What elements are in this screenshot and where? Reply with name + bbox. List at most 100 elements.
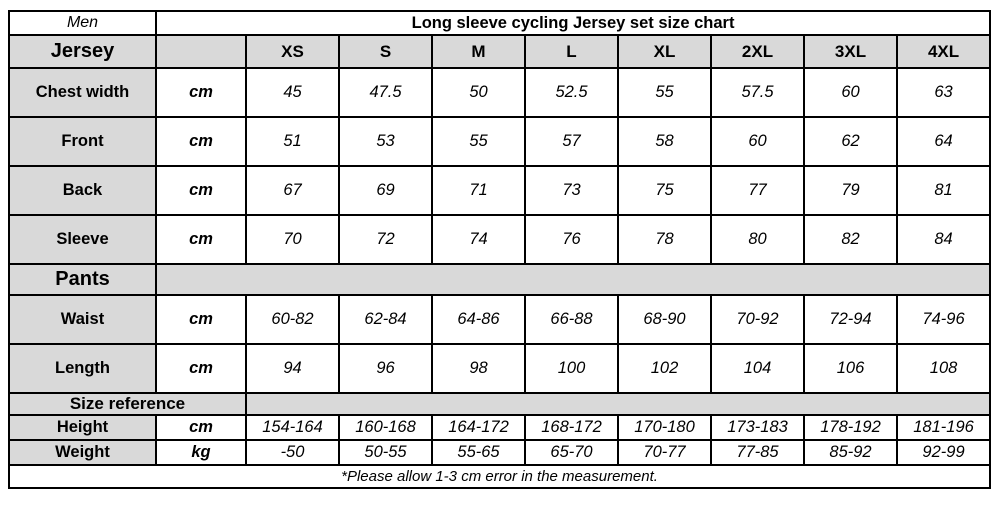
value-cell: 51 [245, 116, 340, 167]
value-cell: 70-77 [617, 439, 712, 466]
row-label: Front [8, 116, 157, 167]
row-label: Back [8, 165, 157, 216]
title-row: Men Long sleeve cycling Jersey set size c… [8, 10, 992, 36]
value-cell: 60 [710, 116, 805, 167]
value-cell: 55 [617, 67, 712, 118]
size-column-header: 3XL [803, 34, 898, 69]
value-cell: 66-88 [524, 294, 619, 345]
value-cell: 50 [431, 67, 526, 118]
unit-cell: cm [155, 343, 247, 394]
value-cell: 84 [895, 214, 992, 265]
size-chart-container: Men Long sleeve cycling Jersey set size c… [7, 10, 992, 489]
value-cell: 102 [617, 343, 712, 394]
unit-cell: cm [155, 414, 247, 441]
value-cell: 74-96 [895, 294, 992, 345]
table-row: Sleeve cm 70 72 74 76 78 80 82 84 [8, 214, 992, 265]
chart-title: Long sleeve cycling Jersey set size char… [154, 10, 992, 36]
value-cell: 57.5 [710, 67, 805, 118]
value-cell: 173-183 [710, 414, 805, 441]
value-cell: 64-86 [431, 294, 526, 345]
value-cell: 64 [895, 116, 992, 167]
value-cell: 50-55 [338, 439, 433, 466]
value-cell: 53 [338, 116, 433, 167]
value-cell: 154-164 [245, 414, 340, 441]
value-cell: 104 [710, 343, 805, 394]
table-row: Height cm 154-164 160-168 164-172 168-172 170-… [8, 414, 992, 441]
value-cell: 181-196 [895, 414, 992, 441]
value-cell: 81 [895, 165, 992, 216]
value-cell: 82 [803, 214, 898, 265]
pants-section-band [154, 263, 992, 296]
size-column-header: 2XL [710, 34, 805, 69]
value-cell: 178-192 [803, 414, 898, 441]
table-row: Length cm 94 96 98 100 102 104 106 108 [8, 343, 992, 394]
section-label-jersey: Jersey [8, 34, 157, 69]
table-row: Chest width cm 45 47.5 50 52.5 55 57.5 60 63 [8, 67, 992, 118]
value-cell: 168-172 [524, 414, 619, 441]
value-cell: 72-94 [803, 294, 898, 345]
value-cell: 55 [431, 116, 526, 167]
value-cell: 100 [524, 343, 619, 394]
value-cell: 63 [895, 67, 992, 118]
size-column-header: XS [245, 34, 340, 69]
row-label: Chest width [8, 67, 157, 118]
value-cell: 106 [803, 343, 898, 394]
table-row: Front cm 51 53 55 57 58 60 62 64 [8, 116, 992, 167]
size-reference-band [244, 392, 992, 416]
value-cell: 67 [245, 165, 340, 216]
value-cell: 78 [617, 214, 712, 265]
unit-cell: cm [155, 116, 247, 167]
value-cell: 52.5 [524, 67, 619, 118]
value-cell: 92-99 [895, 439, 992, 466]
value-cell: 47.5 [338, 67, 433, 118]
size-column-header: 4XL [895, 34, 992, 69]
value-cell: 108 [895, 343, 992, 394]
row-label: Sleeve [8, 214, 157, 265]
value-cell: -50 [245, 439, 340, 466]
footnote: *Please allow 1-3 cm error in the measur… [7, 464, 992, 489]
value-cell: 57 [524, 116, 619, 167]
value-cell: 170-180 [617, 414, 712, 441]
unit-cell: cm [155, 214, 247, 265]
value-cell: 62 [803, 116, 898, 167]
value-cell: 75 [617, 165, 712, 216]
size-column-header: XL [617, 34, 712, 69]
value-cell: 60-82 [245, 294, 340, 345]
value-cell: 73 [524, 165, 619, 216]
value-cell: 69 [338, 165, 433, 216]
section-label-pants: Pants [8, 263, 157, 296]
table-row: Weight kg -50 50-55 55-65 65-70 70-77 77-85 85-9… [8, 439, 992, 466]
size-header-row: Jersey XS S M L XL 2XL 3XL 4XL [8, 34, 992, 69]
value-cell: 160-168 [338, 414, 433, 441]
size-header-blank-cell [155, 34, 247, 69]
unit-cell: kg [155, 439, 247, 466]
size-column-header: L [524, 34, 619, 69]
value-cell: 45 [245, 67, 340, 118]
value-cell: 62-84 [338, 294, 433, 345]
size-column-header: M [431, 34, 526, 69]
row-label: Waist [8, 294, 157, 345]
value-cell: 70-92 [710, 294, 805, 345]
size-reference-section-row: Size reference [8, 392, 992, 416]
value-cell: 71 [431, 165, 526, 216]
size-chart-body: Men Long sleeve cycling Jersey set size c… [7, 10, 992, 489]
value-cell: 77 [710, 165, 805, 216]
row-label: Height [8, 414, 157, 441]
value-cell: 58 [617, 116, 712, 167]
table-row: Waist cm 60-82 62-84 64-86 66-88 68-90 70-92 72-… [8, 294, 992, 345]
value-cell: 96 [338, 343, 433, 394]
footnote-row: *Please allow 1-3 cm error in the measur… [7, 464, 992, 489]
unit-cell: cm [155, 165, 247, 216]
value-cell: 74 [431, 214, 526, 265]
value-cell: 77-85 [710, 439, 805, 466]
value-cell: 85-92 [803, 439, 898, 466]
value-cell: 98 [431, 343, 526, 394]
size-column-header: S [338, 34, 433, 69]
value-cell: 80 [710, 214, 805, 265]
row-label: Length [8, 343, 157, 394]
value-cell: 68-90 [617, 294, 712, 345]
unit-cell: cm [155, 67, 247, 118]
value-cell: 79 [803, 165, 898, 216]
corner-label: Men [8, 10, 157, 36]
value-cell: 60 [803, 67, 898, 118]
